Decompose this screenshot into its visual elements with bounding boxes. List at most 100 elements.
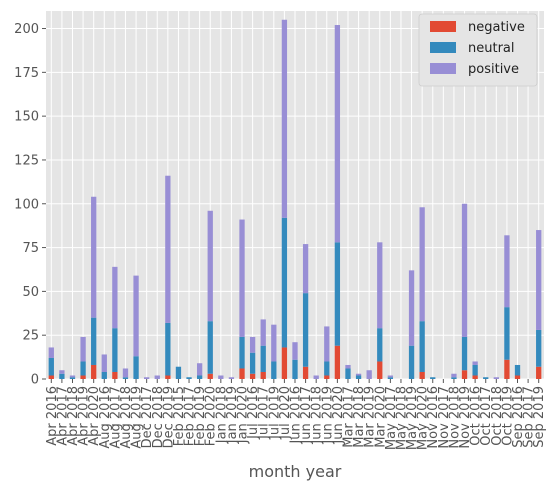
bar-neutral-dec-2019 — [165, 322, 171, 376]
bar-negative-apr-2020 — [91, 364, 97, 379]
bar-neutral-may-2019 — [408, 345, 415, 379]
bar-negative-jun-2020 — [334, 345, 341, 379]
bar-negative-jul-2016 — [249, 373, 256, 379]
bar-positive-apr-2017 — [59, 370, 65, 374]
bar-negative-apr-2016 — [48, 375, 54, 379]
legend-label-positive: positive — [468, 62, 519, 77]
x-tick-label: Oct 2018 — [490, 386, 505, 446]
bar-neutral-feb-2020 — [207, 321, 213, 374]
bar-neutral-aug-2017 — [112, 328, 118, 372]
bar-positive-feb-2020 — [207, 210, 213, 322]
bar-positive-apr-2016 — [48, 347, 54, 358]
x-tick-label: Mar 2018 — [352, 386, 367, 448]
bar-neutral-mar-2020 — [377, 328, 383, 362]
bar-neutral-oct-2019 — [504, 307, 510, 360]
bar-neutral-feb-2017 — [186, 377, 192, 379]
bar-negative-aug-2017 — [112, 371, 118, 379]
bar-negative-dec-2019 — [165, 375, 171, 379]
legend-label-neutral: neutral — [468, 41, 515, 56]
legend-swatch-neutral — [430, 42, 456, 53]
bar-positive-jun-2016 — [292, 342, 298, 360]
x-tick-label: Nov 2017 — [437, 386, 452, 449]
x-tick-label: Oct 2019 — [500, 386, 515, 446]
bar-neutral-feb-2015 — [175, 366, 182, 379]
x-tick-label: Sep 2016 — [511, 386, 526, 448]
y-tick-label: 200 — [14, 22, 39, 37]
bar-negative-oct-2016 — [472, 375, 478, 379]
x-tick-label: Dec 2017 — [140, 386, 155, 448]
x-tick-label: Dec 2018 — [151, 386, 166, 448]
x-tick-label: May 2018 — [394, 386, 409, 450]
bar-neutral-jul-2020 — [281, 217, 288, 348]
bar-neutral-mar-2017 — [345, 368, 351, 379]
x-tick-label: Aug 2018 — [119, 386, 134, 449]
bar-neutral-oct-2017 — [483, 377, 489, 379]
bar-positive-mar-2019 — [366, 370, 372, 379]
x-tick-label: Sep 2019 — [532, 386, 547, 448]
bar-negative-jan-2020 — [239, 368, 245, 379]
bar-positive-jul-2016 — [249, 336, 256, 353]
y-tick-label: 175 — [14, 66, 39, 81]
x-tick-label: Jul 2017 — [257, 386, 272, 440]
bar-neutral-apr-2019 — [80, 361, 86, 376]
bar-positive-aug-2017 — [112, 266, 118, 329]
x-tick-label: May 2020 — [416, 386, 431, 450]
bar-neutral-jun-2017 — [302, 293, 309, 367]
x-tick-label: Jun 2020 — [331, 386, 346, 445]
bar-neutral-apr-2020 — [91, 317, 97, 365]
bar-positive-jun-2017 — [302, 244, 309, 294]
bar-neutral-jun-2016 — [292, 359, 298, 379]
bar-negative-feb-2020 — [207, 373, 213, 379]
bar-neutral-aug-2016 — [101, 371, 107, 379]
x-tick-label: Apr 2017 — [55, 386, 70, 446]
bar-neutral-sep-2019 — [536, 329, 542, 367]
y-tick-label: 50 — [22, 285, 39, 300]
bar-neutral-nov-2019 — [461, 336, 468, 371]
bar-positive-oct-2019 — [504, 235, 510, 308]
y-tick-label: 100 — [14, 197, 39, 212]
bar-positive-mar-2017 — [345, 364, 351, 369]
legend-swatch-positive — [430, 63, 456, 74]
y-tick-label: 75 — [22, 241, 39, 256]
bar-neutral-may-2020 — [419, 321, 425, 372]
bar-negative-apr-2019 — [80, 375, 86, 379]
bar-neutral-jun-2020 — [334, 242, 341, 346]
bar-neutral-nov-2018 — [451, 377, 457, 379]
bar-positive-jan-2019 — [228, 377, 235, 379]
bar-positive-jun-2018 — [313, 375, 319, 379]
bar-positive-feb-2019 — [196, 363, 203, 376]
bar-positive-apr-2018 — [69, 375, 76, 378]
bar-positive-jan-2018 — [218, 375, 224, 379]
bars — [48, 19, 542, 379]
bar-positive-apr-2020 — [91, 196, 97, 318]
x-tick-label: Jan 2020 — [236, 386, 251, 444]
bar-positive-jul-2020 — [281, 19, 288, 218]
x-tick-label: May 2019 — [405, 386, 420, 450]
bar-neutral-feb-2019 — [196, 375, 203, 379]
bar-positive-may-2017 — [387, 375, 394, 378]
x-tick-label: Jul 2019 — [267, 386, 282, 440]
bar-negative-mar-2020 — [377, 361, 383, 379]
y-tick-label: 0 — [31, 373, 39, 388]
bar-positive-aug-2016 — [101, 354, 107, 372]
bar-positive-nov-2019 — [461, 203, 468, 337]
x-tick-label: Dec 2019 — [161, 386, 176, 448]
bar-negative-nov-2019 — [461, 370, 468, 379]
bar-neutral-sep-2016 — [514, 364, 521, 376]
bar-positive-jun-2020 — [334, 25, 341, 243]
bar-negative-jul-2020 — [281, 347, 288, 379]
x-tick-label: Nov 2018 — [447, 386, 462, 449]
bar-neutral-apr-2016 — [48, 357, 54, 376]
x-tick-label: Nov 2019 — [458, 386, 473, 449]
bar-neutral-jan-2020 — [239, 336, 245, 369]
bar-positive-jun-2019 — [324, 326, 330, 362]
bar-positive-aug-2018 — [122, 368, 129, 378]
bar-positive-apr-2019 — [80, 336, 86, 362]
bar-positive-dec-2018 — [154, 375, 160, 379]
bar-positive-dec-2017 — [144, 377, 150, 379]
x-tick-label: Oct 2017 — [479, 386, 494, 446]
bar-neutral-nov-2016 — [430, 377, 436, 379]
x-tick-label: Apr 2018 — [66, 386, 81, 446]
